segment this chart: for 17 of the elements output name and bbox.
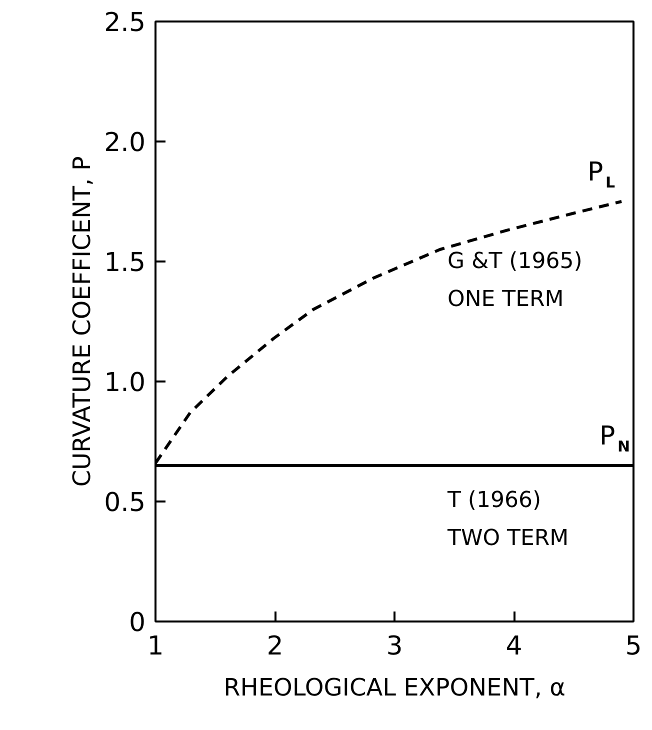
annotation: TWO TERM [446, 526, 569, 551]
y-axis-title: CURVATURE COEFFICENT, P [68, 156, 96, 487]
x-axis-title: RHEOLOGICAL EXPONENT, α [224, 674, 566, 702]
y-tick-label: 1.5 [104, 248, 146, 278]
y-tick-label: 2.0 [104, 128, 146, 158]
x-tick-label: 1 [147, 632, 164, 662]
y-tick-label: 2.5 [104, 8, 146, 38]
annotation: T (1966) [446, 488, 542, 513]
x-tick-label: 4 [506, 632, 522, 662]
x-tick-label: 5 [625, 632, 642, 662]
y-tick-label: 0.5 [104, 488, 146, 518]
y-tick-label: 1.0 [104, 368, 146, 398]
annotation: ONE TERM [448, 287, 564, 312]
x-tick-label: 2 [266, 632, 284, 662]
annotation: G &T (1965) [448, 249, 582, 274]
x-tick-label: 3 [386, 632, 403, 662]
y-tick-label: 0 [128, 608, 146, 638]
